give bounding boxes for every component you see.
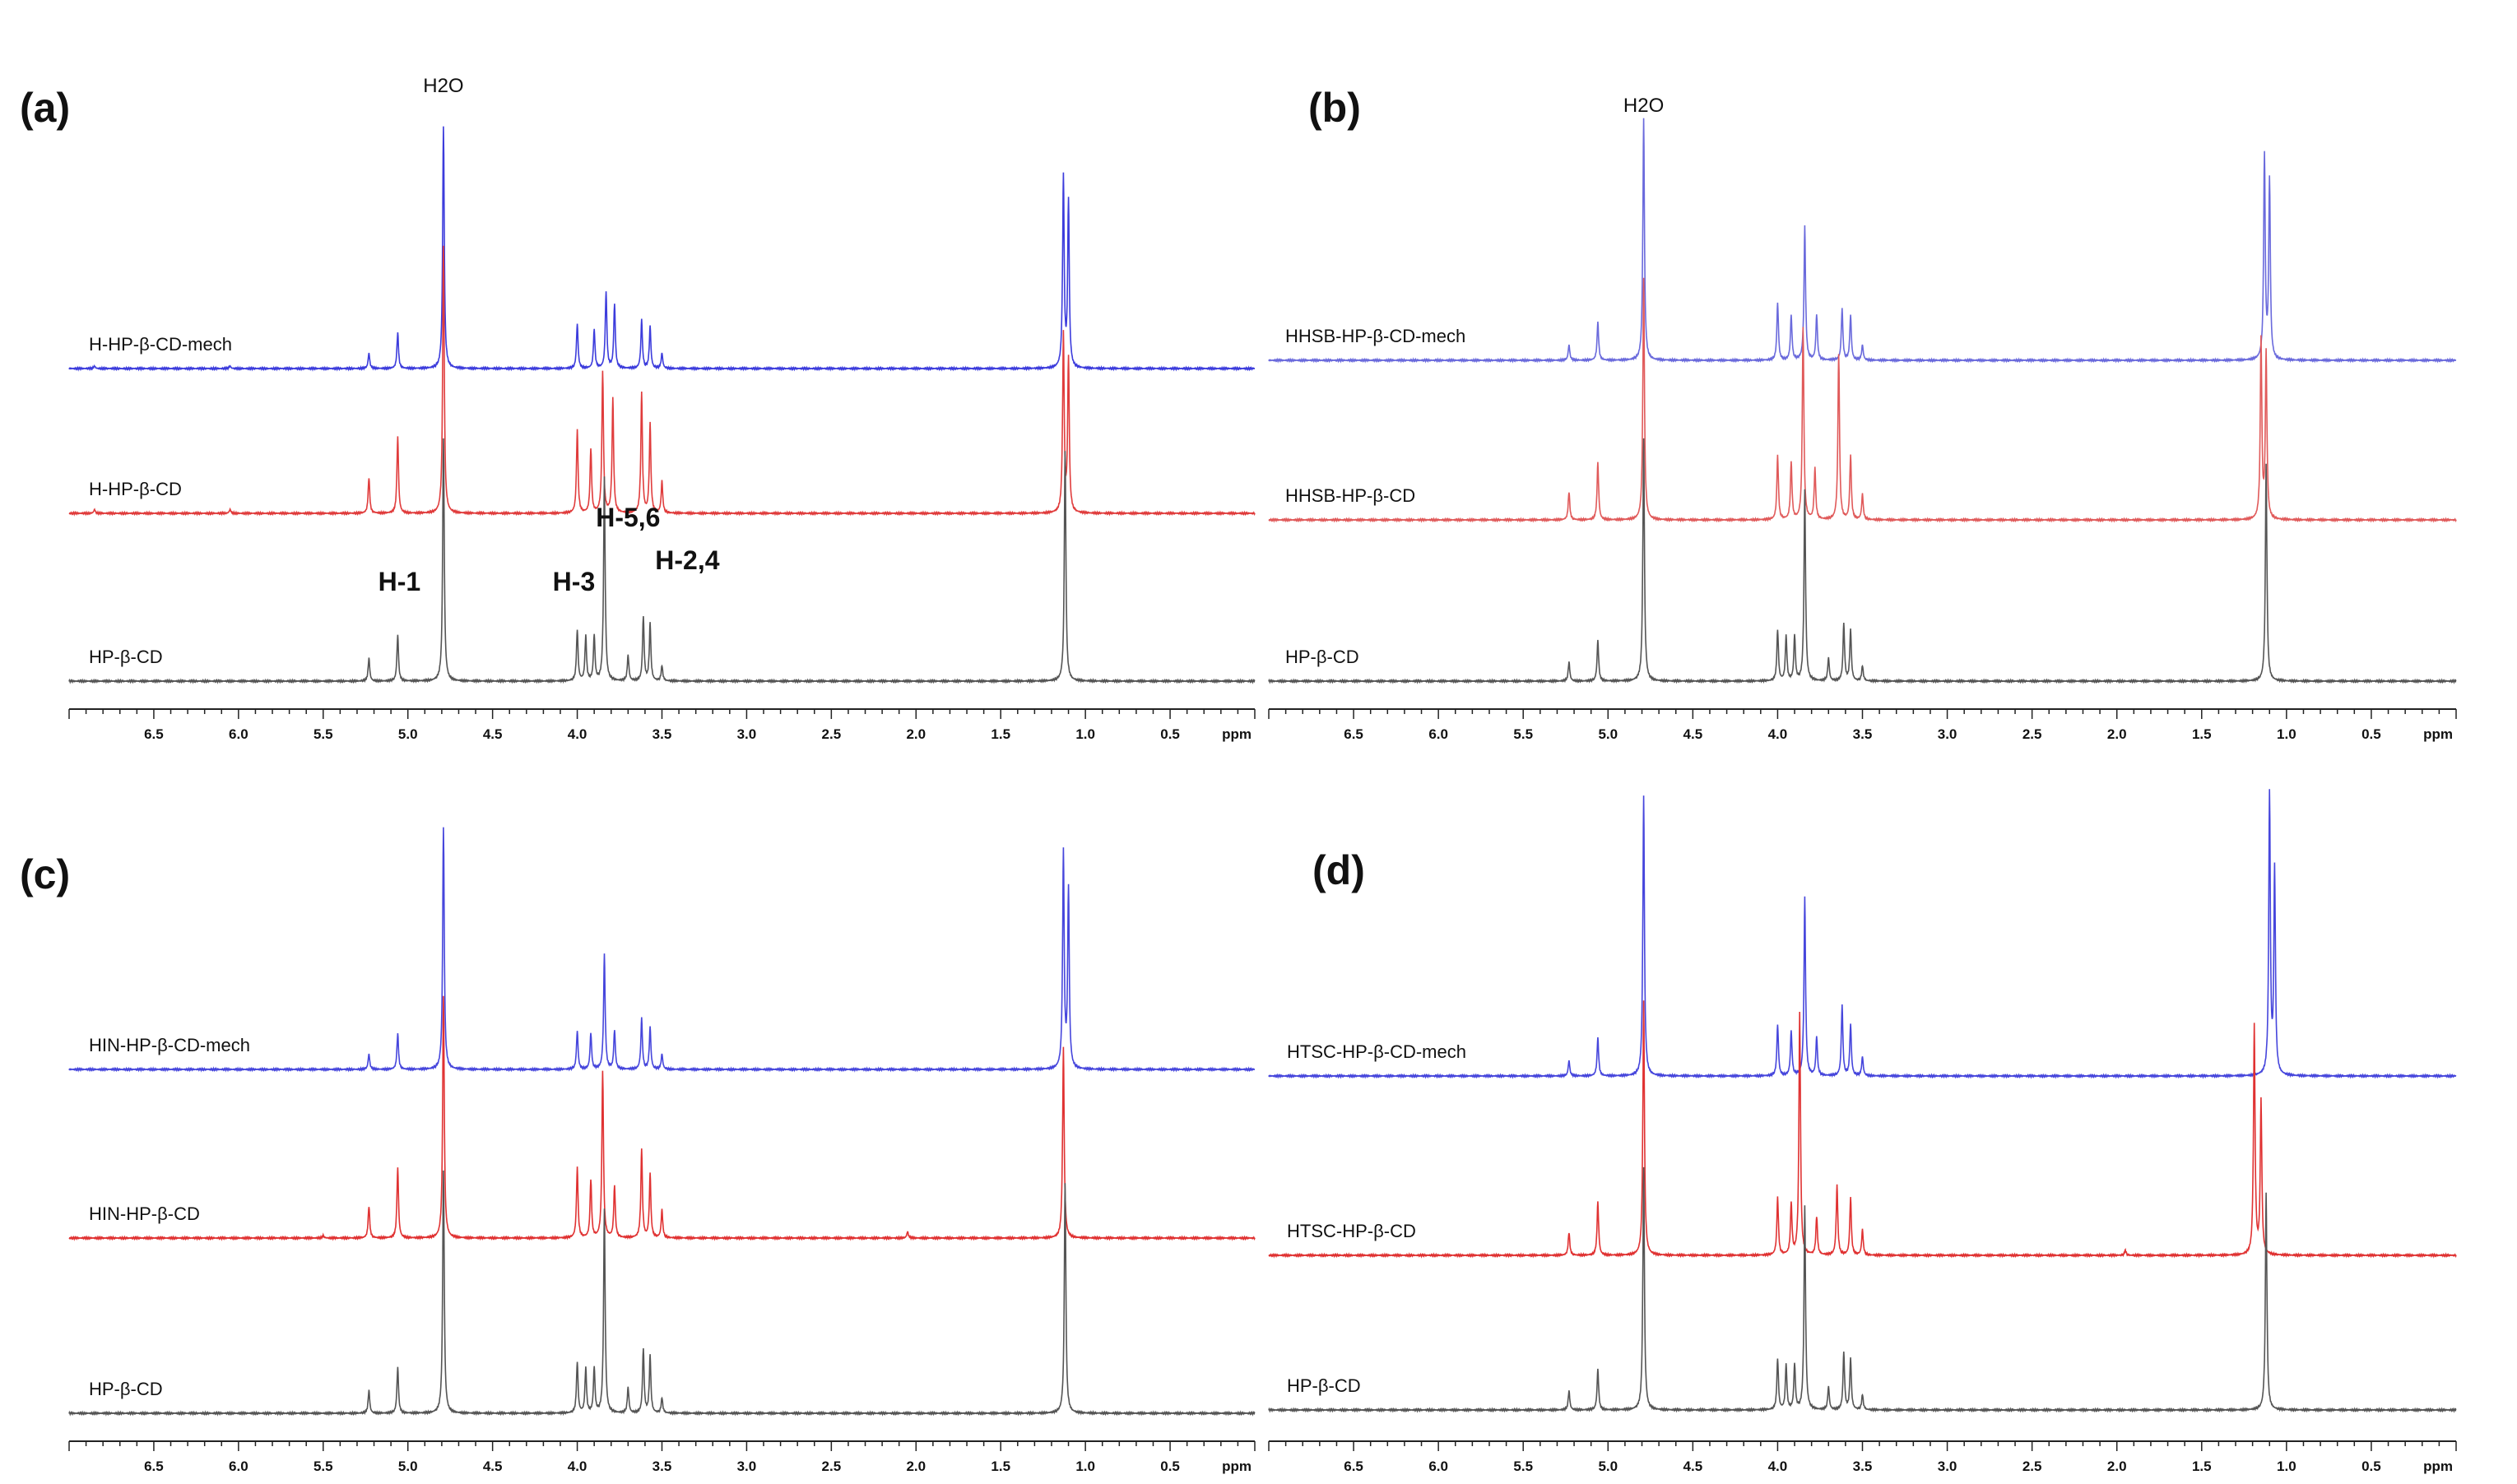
x-tick-label: 1.0 [2277,1458,2296,1474]
x-tick-label: 1.5 [2192,1458,2212,1474]
x-tick-label: 5.0 [1598,1458,1618,1474]
x-tick-label: 2.5 [822,1458,842,1474]
x-tick-label: 2.5 [2022,1458,2042,1474]
x-tick-label: 2.5 [822,726,842,742]
x-tick-label: 2.0 [906,1458,926,1474]
spectrum-line [1268,1166,2457,1413]
x-tick-label: 4.5 [483,1458,503,1474]
x-tick-label: 1.5 [991,1458,1010,1474]
series-label: HP-β-CD [1285,647,1359,667]
x-axis-unit: ppm [2423,726,2453,742]
x-tick-label: 3.5 [652,726,672,742]
x-tick-label: 1.5 [2192,726,2212,742]
x-tick-label: 2.0 [2107,1458,2127,1474]
x-tick-label: 2.5 [2022,726,2042,742]
series-label: HIN-HP-β-CD [89,1203,200,1224]
spectrum-line [68,1170,1256,1417]
x-tick-label: 4.0 [1768,726,1788,742]
x-tick-label: 1.0 [1075,1458,1095,1474]
spectrum-line [68,245,1256,517]
x-tick-label: 5.5 [1513,1458,1533,1474]
x-tick-label: 4.5 [1683,1458,1703,1474]
panel-label: (c) [20,851,70,897]
series-label: HTSC-HP-β-CD [1287,1221,1416,1241]
panel-label: (a) [20,85,70,131]
peak-assignment-label: H-2,4 [655,545,719,575]
x-tick-label: 3.5 [1853,1458,1873,1474]
x-tick-label: 5.5 [1513,726,1533,742]
panel-label: (d) [1312,847,1365,893]
panel-d: (d) 6.5 6.0 5.5 5.0 4.5 4.0 3.5 3.0 2.5 2.0 1.5 1.0 0… [1268,789,2457,1474]
x-tick-label: 4.0 [1768,1458,1788,1474]
x-tick-label: 4.5 [483,726,503,742]
x-tick-label: 0.5 [2361,1458,2381,1474]
spectrum-line [68,827,1256,1073]
x-tick-label: 0.5 [1160,726,1180,742]
x-tick-label: 4.5 [1683,726,1703,742]
x-tick-label: 1.0 [2277,726,2296,742]
panel-a: (a) 6.5 6.0 5.5 5.0 4.5 4.0 3.5 3.0 2.5 2.0 1.5 1.0 0… [20,75,1256,742]
x-tick-label: 0.5 [2361,726,2381,742]
series-label: HHSB-HP-β-CD [1285,485,1415,506]
series-label: H-HP-β-CD [89,479,182,499]
x-tick-label: 0.5 [1160,1458,1180,1474]
spectrum-line [68,438,1256,684]
x-tick-label: 1.5 [991,726,1010,742]
x-tick-label: 3.0 [1938,726,1957,742]
x-tick-label: 6.0 [1428,1458,1448,1474]
peak-assignment-label: H-3 [553,567,596,596]
spectrum-line [1268,118,2457,364]
x-tick-label: 3.0 [737,726,757,742]
x-tick-label: 5.5 [313,726,333,742]
spectrum-line [1268,438,2457,684]
x-tick-label: 3.0 [1938,1458,1957,1474]
x-tick-label: 3.5 [652,1458,672,1474]
x-tick-label: 6.0 [229,726,248,742]
spectrum-line [68,995,1256,1241]
x-tick-label: 4.0 [568,726,587,742]
peak-assignment-label: H-5,6 [596,503,660,532]
panel-label: (b) [1308,85,1361,131]
x-axis-unit: ppm [2423,1458,2453,1474]
x-axis-unit: ppm [1222,726,1252,742]
h2o-label: H2O [423,75,463,97]
spectrum-line [1268,789,2457,1079]
x-tick-label: 1.0 [1075,726,1095,742]
x-tick-label: 5.0 [398,726,418,742]
x-tick-label: 5.0 [1598,726,1618,742]
x-tick-label: 6.5 [1344,726,1363,742]
x-tick-label: 5.0 [398,1458,418,1474]
series-label: HP-β-CD [1287,1375,1361,1396]
x-tick-label: 4.0 [568,1458,587,1474]
h2o-label: H2O [1623,95,1664,117]
series-label: HP-β-CD [89,1379,163,1399]
x-tick-label: 2.0 [906,726,926,742]
x-tick-label: 6.5 [144,726,164,742]
x-tick-label: 5.5 [313,1458,333,1474]
x-tick-label: 6.0 [229,1458,248,1474]
x-tick-label: 6.5 [1344,1458,1363,1474]
series-label: H-HP-β-CD-mech [89,334,232,355]
series-label: HIN-HP-β-CD-mech [89,1035,250,1055]
peak-assignment-label: H-1 [378,567,421,596]
x-axis-unit: ppm [1222,1458,1252,1474]
spectrum-line [68,126,1256,372]
x-tick-label: 3.5 [1853,726,1873,742]
spectrum-line [1268,277,2457,523]
series-label: HP-β-CD [89,647,163,667]
x-tick-label: 6.5 [144,1458,164,1474]
x-tick-label: 3.0 [737,1458,757,1474]
panel-c: (c) 6.5 6.0 5.5 5.0 4.5 4.0 3.5 3.0 2.5 2.0 1.5 1.0 0… [20,827,1256,1474]
x-tick-label: 6.0 [1428,726,1448,742]
panel-b: (b) 6.5 6.0 5.5 5.0 4.5 4.0 3.5 3.0 2.5 2.0 1.5 1.0 0… [1268,85,2457,742]
x-tick-label: 2.0 [2107,726,2127,742]
spectrum-line [1268,1000,2457,1259]
series-label: HTSC-HP-β-CD-mech [1287,1041,1466,1062]
series-label: HHSB-HP-β-CD-mech [1285,326,1465,346]
